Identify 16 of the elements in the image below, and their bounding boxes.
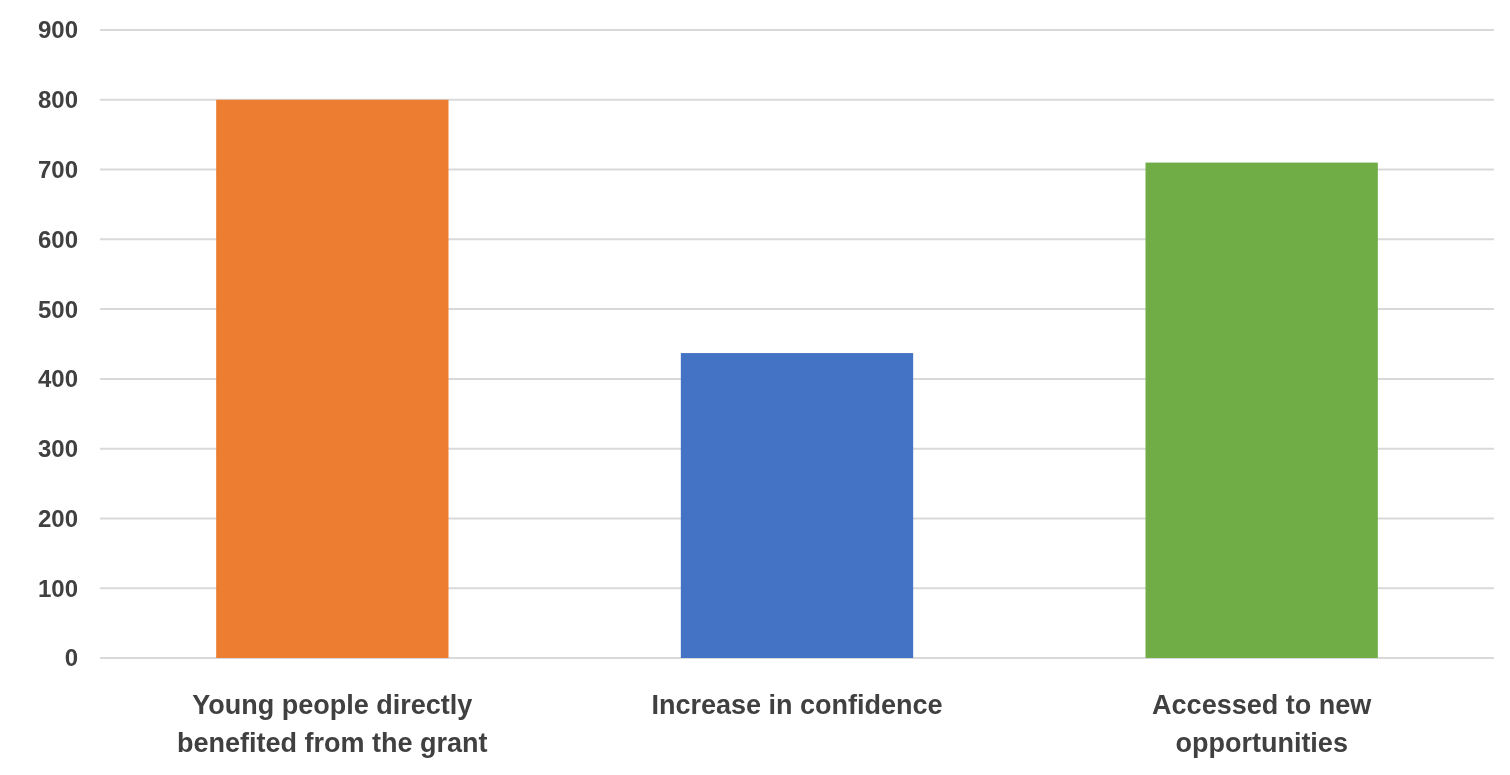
y-tick-label: 800 — [37, 86, 78, 114]
bar — [216, 99, 449, 658]
bar — [680, 353, 914, 658]
y-tick-label: 900 — [37, 16, 78, 44]
y-tick-label: 500 — [37, 295, 78, 323]
x-tick-label: Accessed to new opportunities — [1152, 690, 1373, 758]
y-tick-label: 100 — [37, 574, 78, 602]
x-tick-label: Young people directly benefited from the grant — [177, 690, 488, 758]
y-tick-label: 300 — [37, 435, 78, 463]
y-tick-label: 200 — [37, 504, 78, 532]
y-tick-label: 700 — [37, 155, 78, 183]
y-tick-label: 400 — [37, 365, 78, 393]
bar — [1145, 162, 1378, 658]
y-tick-label: 600 — [37, 225, 78, 253]
y-tick-label: 0 — [64, 644, 78, 672]
x-tick-label: Increase in confidence — [651, 690, 943, 720]
